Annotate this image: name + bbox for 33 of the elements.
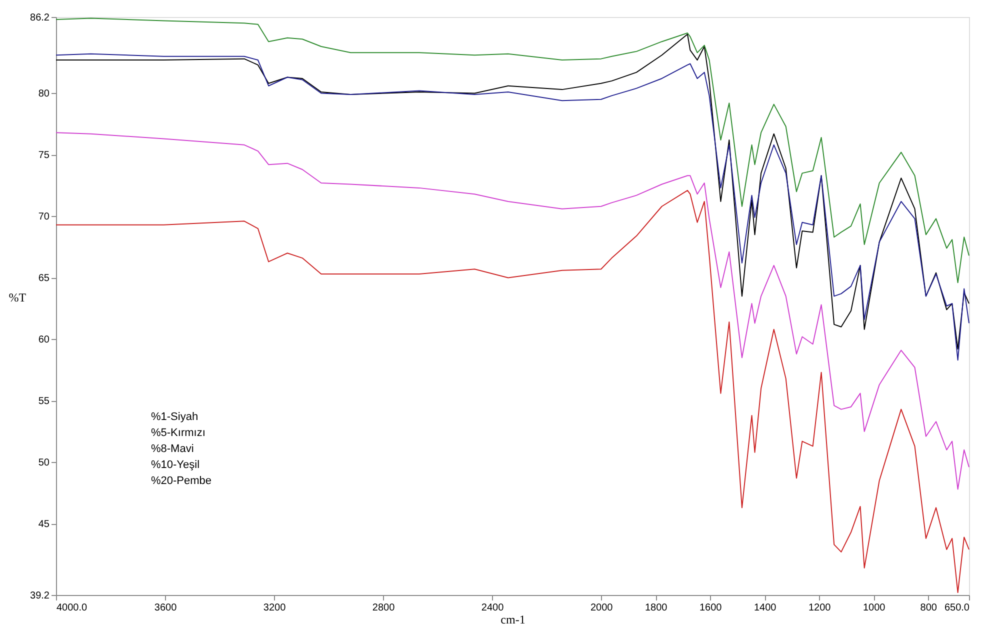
y-tick-label: 86.2 <box>30 12 50 24</box>
line-series <box>56 18 970 284</box>
y-tick-label: 65 <box>38 273 50 284</box>
x-tick-label: 1200 <box>808 602 832 614</box>
x-tick-label: 2800 <box>372 602 396 614</box>
y-tick-label: 80 <box>38 88 50 100</box>
y-tick-label: 50 <box>38 458 50 469</box>
x-tick-label: 3600 <box>154 602 178 614</box>
y-tick-label: 45 <box>38 519 50 530</box>
annotation: %20-Pembe <box>151 475 212 487</box>
x-tick-label: 650.0 <box>944 602 970 614</box>
x-tick-label: 4000.0 <box>56 602 88 614</box>
annotation: %8-Mavi <box>151 443 194 455</box>
y-tick-label: 75 <box>38 150 50 162</box>
y-axis-title: %T <box>8 290 27 304</box>
y-tick-label: 55 <box>38 396 50 408</box>
annotation: %10-Yeşil <box>151 459 200 471</box>
x-tick-label: 1000 <box>862 602 886 614</box>
x-tick-label: 2400 <box>481 602 504 614</box>
x-tick-label: 1600 <box>699 602 722 614</box>
x-tick-label: 1400 <box>754 602 777 614</box>
y-tick-label: 60 <box>38 334 50 346</box>
x-tick-label: 2000 <box>590 602 614 614</box>
x-tick-label: 800 <box>920 602 938 614</box>
y-tick-label: 39.2 <box>30 590 50 602</box>
x-tick-label: 1800 <box>644 602 668 614</box>
x-tick-label: 3200 <box>263 602 286 614</box>
line-series <box>56 190 970 594</box>
x-axis-title: cm-1 <box>500 612 526 626</box>
annotation: %1-Siyah <box>151 411 198 423</box>
annotation: %5-Kırmızı <box>151 427 206 439</box>
line-series <box>56 132 970 490</box>
y-tick-label: 70 <box>38 212 50 223</box>
